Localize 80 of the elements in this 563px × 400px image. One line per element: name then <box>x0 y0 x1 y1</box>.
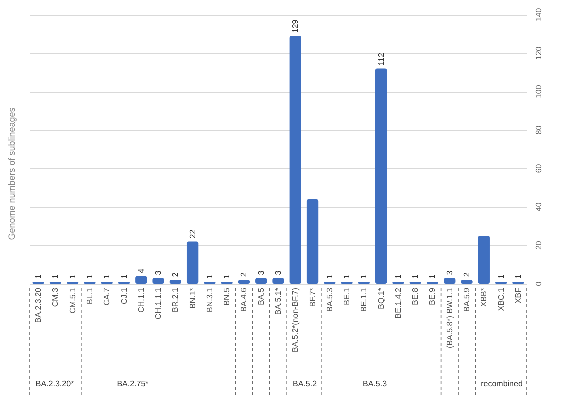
bar <box>256 278 268 284</box>
x-tick-label: CH.1.1 <box>136 287 146 313</box>
text: recombined <box>481 380 523 388</box>
x-tick-label: BE.1.4.2 <box>394 287 403 319</box>
x-tick-label: BL.1 <box>85 287 94 304</box>
data-label: 1 <box>428 274 438 280</box>
x-tick-label: BE.1 <box>342 287 352 306</box>
y-tick-label: 60 <box>534 164 544 174</box>
data-label: 1 <box>360 274 369 280</box>
data-label: 1 <box>325 274 334 280</box>
data-label: 2 <box>240 272 249 278</box>
x-tick-label: BR.2.1 <box>171 287 180 312</box>
data-label: 1 <box>85 274 94 280</box>
bar <box>272 278 284 284</box>
data-label: 3 <box>154 270 164 276</box>
data-label: 2 <box>171 272 180 278</box>
y-tick-label: 120 <box>534 46 544 60</box>
bar <box>186 242 199 284</box>
y-tick-label: 40 <box>534 202 544 212</box>
data-label: 1 <box>68 274 78 280</box>
data-label: 1 <box>120 274 129 280</box>
data-label: 1 <box>394 274 403 280</box>
x-tick-label: BN.5 <box>222 287 232 306</box>
x-tick-label: BA.5.2*(non-BF.7) <box>291 288 300 352</box>
x-tick-label: BN.3.1 <box>205 287 214 312</box>
x-tick-label: CM.5.1 <box>68 287 78 314</box>
text: BA.2.3.20* <box>36 380 74 388</box>
x-tick-label: XBF <box>514 288 523 304</box>
x-tick-label: XBB* <box>480 288 489 308</box>
x-tick-label: CA.7 <box>102 287 112 306</box>
data-label: 1 <box>411 274 420 280</box>
y-tick-label: 100 <box>534 84 544 99</box>
data-label: 3 <box>445 270 454 276</box>
x-tick-label: BA.5.1* <box>274 288 283 316</box>
x-tick-label: XBC.1 <box>496 287 506 312</box>
x-tick-label: BA.5.3 <box>325 287 334 312</box>
x-tick-label: BA.5.9 <box>462 287 472 312</box>
data-label: 2 <box>462 272 472 278</box>
data-label: 1 <box>205 274 214 280</box>
bar <box>376 68 388 284</box>
bar <box>306 199 319 284</box>
data-label: 1 <box>496 274 506 280</box>
data-label: 3 <box>256 270 266 276</box>
bar <box>478 236 490 284</box>
x-tick-label: BF.7* <box>308 288 318 308</box>
bar <box>152 278 164 284</box>
bar <box>136 276 148 284</box>
x-tick-label: BA.2.3.20 <box>34 287 44 324</box>
data-label: 1 <box>34 274 44 280</box>
text: BA.5.3 <box>362 380 388 388</box>
x-tick-label: CH.1.1.1 <box>154 287 164 320</box>
data-label: 1 <box>222 274 232 280</box>
data-label: 112 <box>376 52 386 66</box>
x-tick-label: CM.3 <box>51 287 60 308</box>
x-tick-label: BA.4.6 <box>240 287 249 312</box>
y-tick-label: 80 <box>534 125 544 135</box>
bar <box>290 36 302 284</box>
x-tick-label: BE.9 <box>428 287 438 306</box>
data-label: 1 <box>102 274 112 280</box>
data-label: 1 <box>342 274 352 280</box>
data-label: 1 <box>51 274 60 280</box>
x-tick-label: BE.1.1 <box>360 287 369 312</box>
data-label: 1 <box>514 274 523 280</box>
text: BA.2.75* <box>117 380 149 388</box>
text: BA.5.2 <box>292 380 318 388</box>
y-tick-label: 20 <box>534 240 544 250</box>
x-tick-label: BE.8 <box>411 287 420 306</box>
data-label: 4 <box>136 268 146 274</box>
data-label: 22 <box>188 229 198 239</box>
x-tick-label: CJ.1 <box>120 287 129 304</box>
data-label: 129 <box>291 19 300 34</box>
x-tick-label: (BA.5.8*) BW.1.1 <box>445 287 454 348</box>
x-tick-label: BQ.1* <box>376 288 386 310</box>
bar <box>444 278 456 284</box>
y-tick-label: 0 <box>534 281 544 286</box>
y-tick-label: 140 <box>534 8 544 22</box>
x-tick-label: BA.5 <box>256 287 266 306</box>
x-tick-label: BN.1* <box>188 288 198 309</box>
y-axis-title: Genome numbers of sublineages <box>7 107 17 240</box>
data-label: 3 <box>274 270 283 276</box>
